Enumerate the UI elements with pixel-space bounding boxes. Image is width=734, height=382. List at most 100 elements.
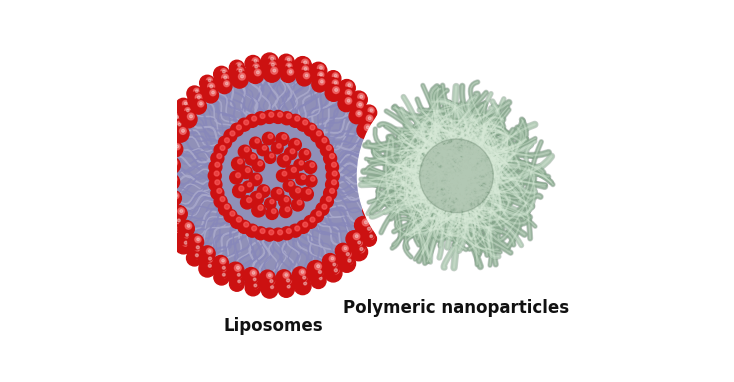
Circle shape [285,165,299,179]
Circle shape [316,211,321,216]
Circle shape [303,73,310,79]
Circle shape [256,193,261,198]
Circle shape [305,150,309,155]
Circle shape [326,178,338,191]
Circle shape [220,146,225,151]
Circle shape [234,265,241,271]
Circle shape [286,63,292,69]
Circle shape [378,146,385,152]
Circle shape [237,274,240,276]
Circle shape [171,176,177,183]
Circle shape [262,146,266,150]
Circle shape [261,53,278,70]
Circle shape [184,232,190,238]
Circle shape [277,112,283,117]
Circle shape [304,68,307,70]
Circle shape [302,222,308,227]
Circle shape [289,114,302,127]
Circle shape [350,91,367,108]
Circle shape [327,146,331,151]
Circle shape [255,65,258,68]
Circle shape [164,135,178,150]
Circle shape [195,90,198,92]
Circle shape [269,112,274,117]
Circle shape [252,204,265,217]
Circle shape [319,277,322,280]
Circle shape [285,274,288,276]
Circle shape [377,173,380,176]
Circle shape [272,228,285,241]
Circle shape [338,255,355,272]
Circle shape [217,188,222,193]
Circle shape [375,132,379,134]
Circle shape [337,248,354,265]
Circle shape [379,168,396,184]
Circle shape [319,73,322,76]
Circle shape [277,230,283,235]
Circle shape [332,162,336,167]
Circle shape [317,65,324,71]
Circle shape [172,139,174,141]
Circle shape [272,110,285,123]
Circle shape [186,234,189,236]
Circle shape [283,180,295,192]
Circle shape [222,259,225,262]
Circle shape [356,110,362,117]
Circle shape [245,280,261,296]
Circle shape [302,120,308,125]
Circle shape [359,103,362,106]
Circle shape [310,62,327,79]
Circle shape [326,71,341,86]
Circle shape [349,108,365,124]
Circle shape [161,195,168,201]
Circle shape [364,124,371,131]
Circle shape [208,257,211,260]
Circle shape [373,159,390,177]
Circle shape [338,79,355,97]
Circle shape [270,280,273,283]
Circle shape [378,123,381,126]
Circle shape [244,147,250,152]
Circle shape [263,110,276,123]
Circle shape [199,253,216,270]
Circle shape [379,185,394,200]
Circle shape [225,204,230,209]
Circle shape [367,154,383,169]
Circle shape [268,278,275,285]
Circle shape [376,135,390,151]
Circle shape [167,187,171,190]
Circle shape [346,82,352,89]
Circle shape [348,259,351,262]
Circle shape [368,227,371,230]
Circle shape [287,285,290,288]
Circle shape [316,265,320,268]
Circle shape [362,231,377,246]
Circle shape [255,139,259,143]
Circle shape [345,98,352,104]
Circle shape [184,102,187,105]
Circle shape [333,87,339,94]
Circle shape [269,230,274,235]
Circle shape [264,152,276,163]
Circle shape [199,260,216,277]
Circle shape [167,141,183,157]
Circle shape [382,181,385,183]
Circle shape [345,90,352,96]
Circle shape [321,144,333,157]
Circle shape [174,144,181,150]
Circle shape [219,258,226,264]
Circle shape [335,243,351,259]
Circle shape [244,222,249,227]
Circle shape [246,224,258,237]
Circle shape [208,83,214,90]
Circle shape [194,88,200,94]
Circle shape [245,55,261,71]
Circle shape [246,114,258,127]
Circle shape [375,190,378,193]
Circle shape [184,241,187,244]
Circle shape [225,138,230,143]
Circle shape [178,105,193,120]
Circle shape [161,180,164,183]
Circle shape [167,191,181,206]
Circle shape [334,81,337,84]
